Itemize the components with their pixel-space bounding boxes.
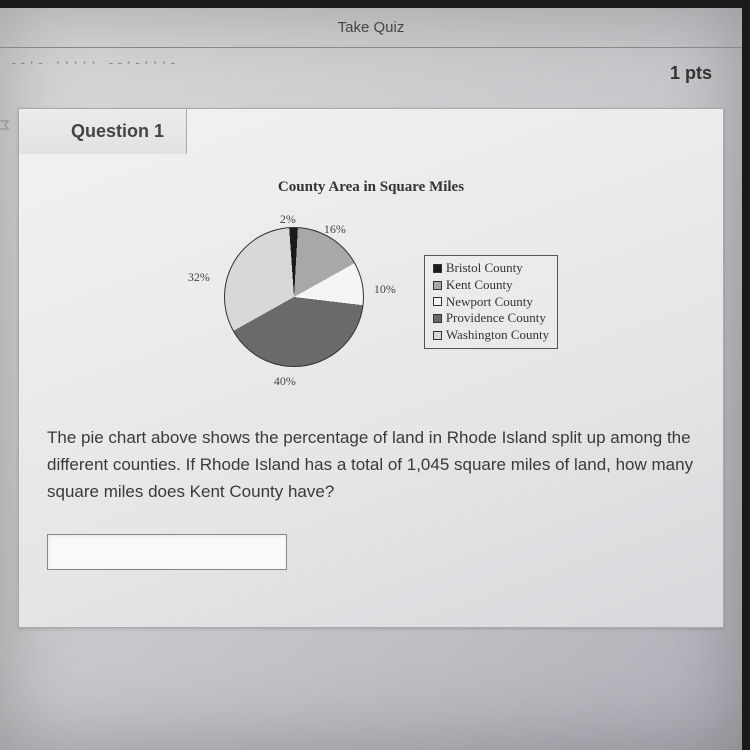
chart-title: County Area in Square Miles bbox=[19, 179, 723, 196]
legend-item: Bristol County bbox=[433, 260, 549, 277]
legend-label: Kent County bbox=[446, 277, 513, 294]
legend-swatch bbox=[433, 281, 442, 290]
legend-label: Newport County bbox=[446, 294, 533, 311]
slice-label: 2% bbox=[280, 212, 296, 227]
pie-container: 2% 16% 10% 40% 32% bbox=[184, 202, 404, 402]
legend-swatch bbox=[433, 314, 442, 323]
legend-item: Newport County bbox=[433, 294, 549, 311]
question-card: Question 1 County Area in Square Miles 2… bbox=[18, 108, 724, 628]
chart-legend: Bristol CountyKent CountyNewport CountyP… bbox=[424, 255, 558, 349]
slice-label: 10% bbox=[374, 282, 396, 297]
legend-item: Providence County bbox=[433, 310, 549, 327]
legend-label: Providence County bbox=[446, 310, 546, 327]
legend-label: Bristol County bbox=[446, 260, 523, 277]
slice-label: 40% bbox=[274, 374, 296, 389]
legend-item: Kent County bbox=[433, 277, 549, 294]
faint-header-text: --·- ····· --·-···- bbox=[10, 56, 178, 71]
question-text: The pie chart above shows the percentage… bbox=[19, 402, 723, 524]
question-tab: Question 1 bbox=[18, 108, 187, 154]
legend-swatch bbox=[433, 297, 442, 306]
slice-label: 32% bbox=[188, 270, 210, 285]
pie-chart bbox=[224, 227, 364, 367]
legend-swatch bbox=[433, 331, 442, 340]
slice-label: 16% bbox=[324, 222, 346, 237]
flag-icon[interactable] bbox=[0, 119, 11, 141]
legend-item: Washington County bbox=[433, 327, 549, 344]
legend-swatch bbox=[433, 264, 442, 273]
answer-input[interactable] bbox=[47, 534, 287, 570]
points-label: 1 pts bbox=[670, 63, 712, 84]
quiz-screen: Take Quiz --·- ····· --·-···- 1 pts Ques… bbox=[0, 8, 742, 750]
question-number: Question 1 bbox=[71, 121, 164, 141]
chart-row: 2% 16% 10% 40% 32% Bristol CountyKent County… bbox=[19, 202, 723, 402]
legend-label: Washington County bbox=[446, 327, 549, 344]
top-bar: Take Quiz bbox=[0, 8, 742, 48]
take-quiz-label: Take Quiz bbox=[338, 19, 405, 36]
